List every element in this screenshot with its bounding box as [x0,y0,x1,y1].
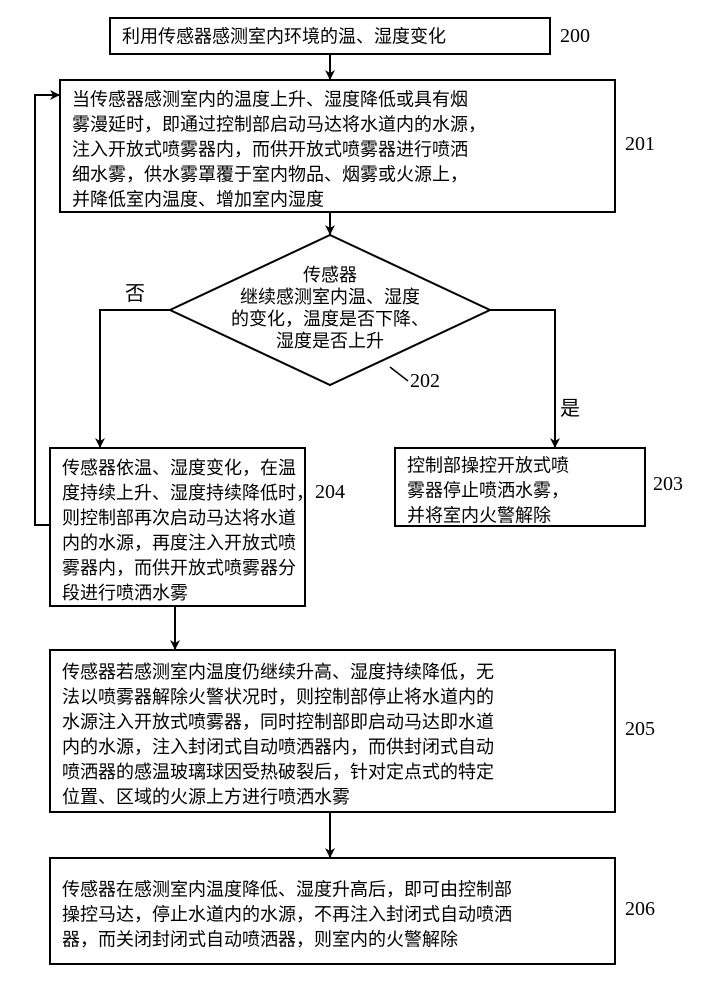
edge-n204-n201_loop [35,95,60,525]
node-text-n203: 控制部操控开放式喷雾器停止喷洒水雾，并将室内火警解除 [407,456,569,526]
node-text-n201: 当传感器感测室内的温度上升、湿度降低或具有烟雾漫延时，即通过控制部启动马达将水道… [72,90,486,210]
node-num-n202: 202 [410,370,440,392]
node-num-n200: 200 [560,25,590,47]
decision-text-n202: 传感器继续感测室内温、湿度的变化，温度是否下降、湿度是否上升 [231,265,429,351]
edge-n202-n203 [490,310,555,448]
edge-label-是: 是 [560,398,580,420]
node-num-n204: 204 [315,481,345,503]
node-text-n200: 利用传感器感测室内环境的温、湿度变化 [122,27,446,47]
node-text-n205: 传感器若感测室内温度仍继续升高、湿度持续降低，无法以喷雾器解除火警状况时，则控制… [62,662,494,807]
node-num-n201: 201 [625,133,655,155]
node-num-n203: 203 [653,473,683,495]
node-text-n206: 传感器在感测室内温度降低、湿度升高后，即可由控制部操控马达，停止水道内的水源，不… [62,880,512,950]
node-num-n205: 205 [625,718,655,740]
node-text-n204: 传感器依温、湿度变化，在温度持续上升、湿度持续降低时，则控制部再次启动马达将水道… [62,458,314,603]
edge-label-否: 否 [125,283,145,305]
edge-n202-n204 [100,310,170,448]
node-num-n206: 206 [625,898,655,920]
